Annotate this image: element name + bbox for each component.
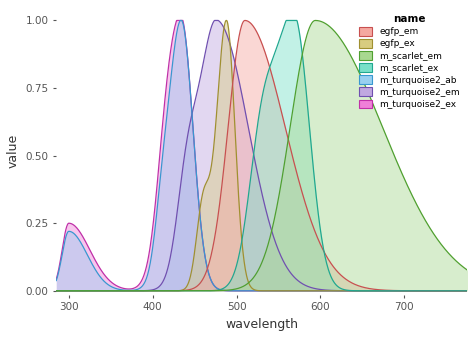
X-axis label: wavelength: wavelength [225,318,298,331]
Y-axis label: value: value [7,134,20,168]
Legend: egfp_em, egfp_ex, m_scarlet_em, m_scarlet_ex, m_turquoise2_ab, m_turquoise2_em, : egfp_em, egfp_ex, m_scarlet_em, m_scarle… [356,11,463,112]
